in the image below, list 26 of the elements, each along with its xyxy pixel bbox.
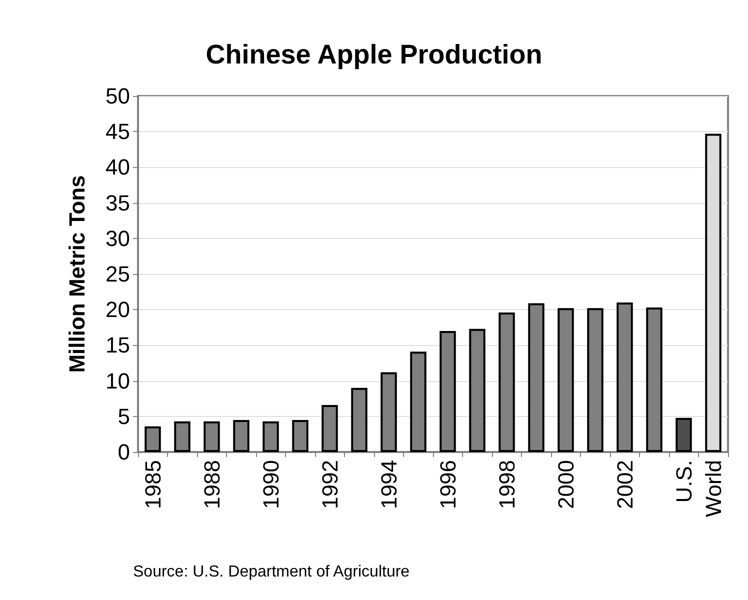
y-tick-label: 5 bbox=[118, 404, 130, 429]
x-tick-label: 1990 bbox=[258, 460, 284, 509]
source-note: Source: U.S. Department of Agriculture bbox=[133, 564, 410, 580]
y-tick-label: 40 bbox=[106, 154, 130, 180]
x-tick-label: 1985 bbox=[140, 460, 166, 509]
x-tick-label: 1996 bbox=[435, 460, 460, 509]
y-tick-label: 0 bbox=[118, 440, 130, 464]
x-tick-label: 2002 bbox=[612, 460, 638, 509]
y-tick-label: 50 bbox=[106, 84, 130, 108]
chart-title: Chinese Apple Production bbox=[206, 40, 542, 70]
x-tick-label: 2000 bbox=[553, 460, 578, 509]
y-tick-label: 30 bbox=[106, 226, 130, 251]
y-axis-title: Million Metric Tons bbox=[64, 175, 90, 373]
x-tick-label: 1994 bbox=[376, 460, 402, 509]
y-tick-label: 15 bbox=[106, 332, 130, 358]
y-tick-label: 25 bbox=[106, 262, 130, 286]
bar bbox=[676, 418, 692, 452]
x-tick-label: 1988 bbox=[199, 460, 224, 509]
y-tick-label: 10 bbox=[106, 368, 130, 394]
x-tick-label: U.S. bbox=[671, 460, 696, 503]
x-tick-label: 1992 bbox=[317, 460, 342, 509]
x-tick-label: 1998 bbox=[494, 460, 520, 509]
x-tick-label: World bbox=[700, 460, 726, 518]
y-tick-label: 20 bbox=[106, 297, 130, 322]
y-tick-label: 45 bbox=[106, 119, 130, 144]
y-tick-label: 35 bbox=[106, 190, 130, 216]
